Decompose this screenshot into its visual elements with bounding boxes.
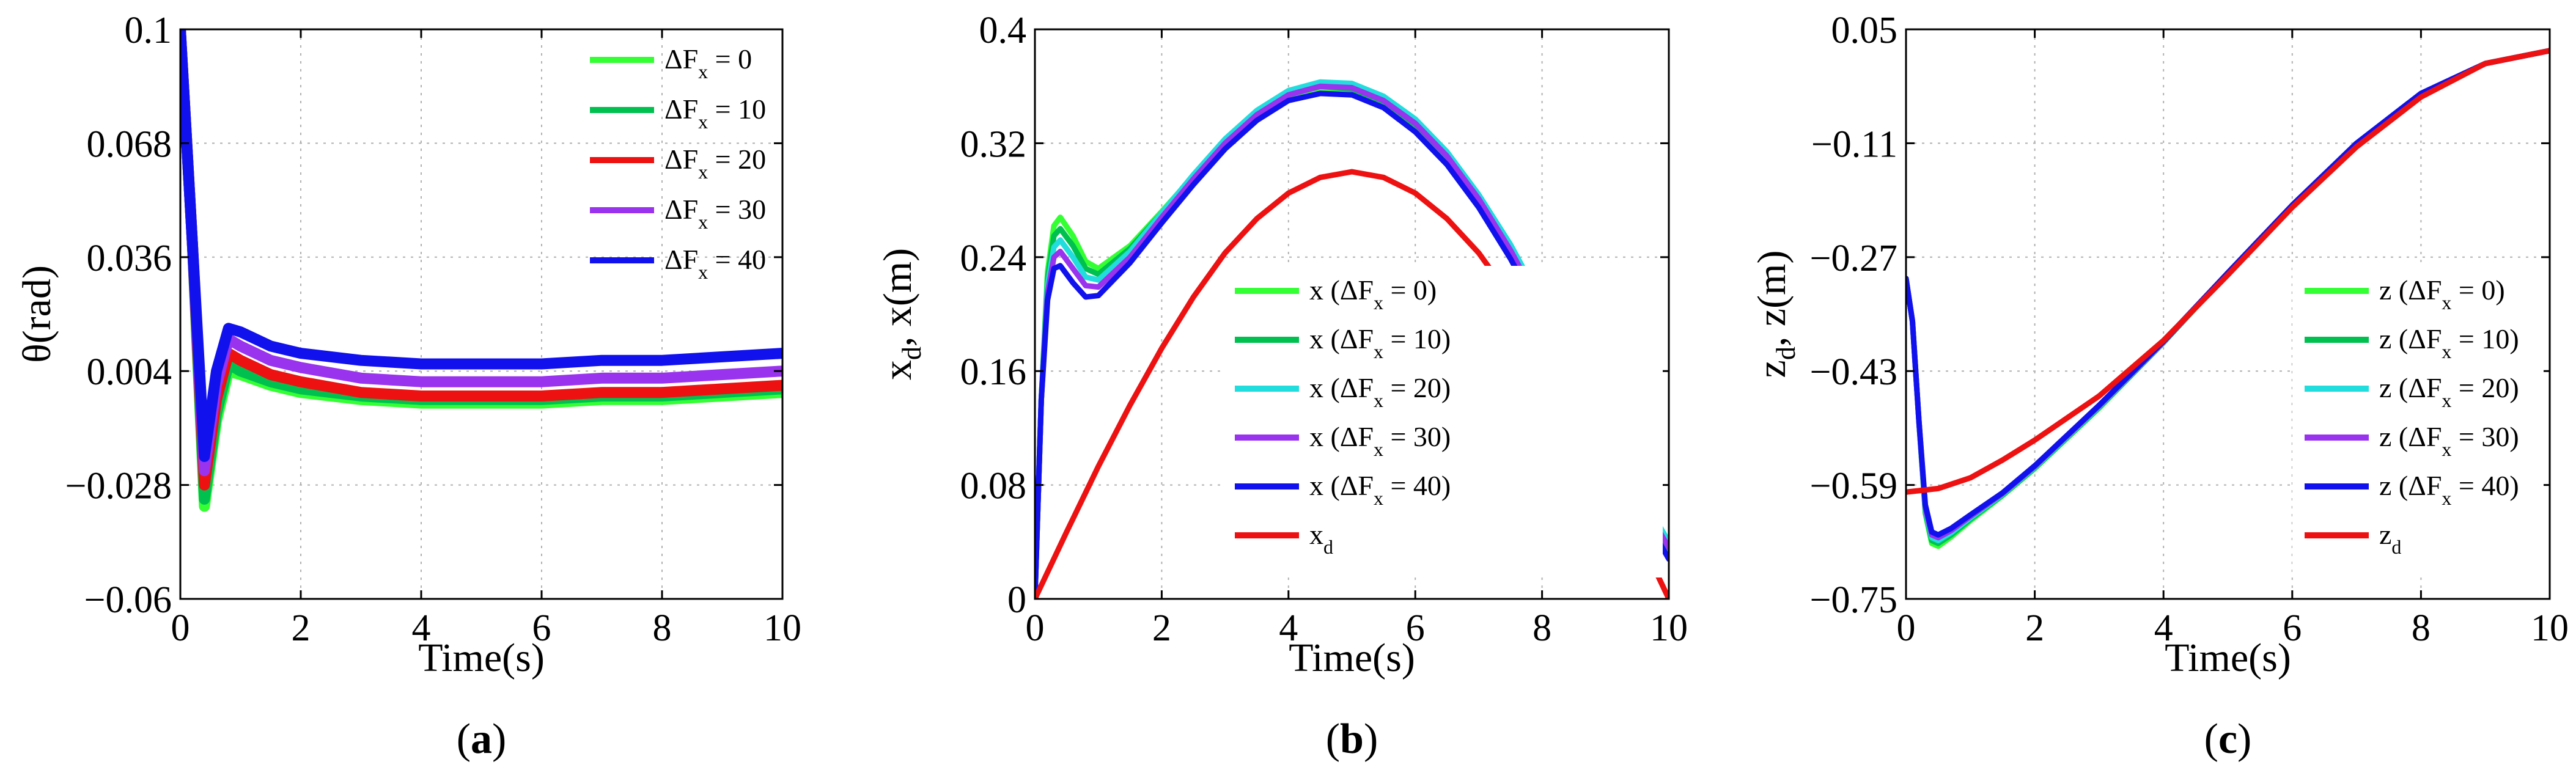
y-tick-label: 0.32 [960, 123, 1027, 165]
y-tick-label: 0 [1007, 579, 1026, 621]
x-tick-label: 10 [2531, 607, 2569, 649]
legend-entry-5: zd [2379, 519, 2401, 558]
y-axis-label: xd, x(m) [875, 248, 927, 380]
x-tick-label: 8 [1533, 607, 1551, 649]
y-tick-label: −0.11 [1811, 123, 1897, 165]
x-tick-label: 6 [1406, 607, 1425, 649]
y-tick-label: 0.24 [960, 238, 1027, 279]
axes-frame [1905, 28, 2551, 600]
x-tick-label: 4 [1279, 607, 1298, 649]
x-axis-label: Time(s) [1289, 636, 1415, 680]
legend-entry-2: z (ΔFx = 20) [2379, 372, 2519, 411]
legend-entry-3: z (ΔFx = 30) [2379, 421, 2519, 460]
legend-entry-4: x (ΔFx = 40) [1309, 470, 1451, 509]
x-tick-label: 2 [292, 607, 311, 649]
legend-entry-0: ΔFx = 0 [664, 43, 752, 82]
panel-caption: (b) [1326, 716, 1378, 763]
x-tick-label: 6 [2283, 607, 2302, 649]
panel-caption: (a) [457, 716, 507, 763]
y-tick-label: 0.4 [979, 10, 1027, 51]
y-axis-label: zd, z(m) [1750, 251, 1801, 378]
series-line-5 [1906, 48, 2550, 495]
y-tick-label: −0.06 [84, 579, 172, 621]
x-tick-label: 6 [532, 607, 551, 649]
legend-entry-3: ΔFx = 30 [664, 194, 766, 233]
series-line-4 [180, 29, 782, 462]
y-tick-label: 0.036 [87, 238, 172, 279]
legend: x (ΔFx = 0) x (ΔFx = 10) x (ΔFx = 20) x (ΔF… [1223, 266, 1663, 578]
series-group [180, 29, 782, 512]
legend-entry-1: ΔFx = 10 [664, 94, 766, 133]
series-group [1906, 48, 2550, 549]
y-tick-label: −0.75 [1810, 579, 1897, 621]
legend-entry-5: xd [1309, 519, 1333, 558]
x-tick-label: 2 [2025, 607, 2044, 649]
x-tick-label: 8 [653, 607, 672, 649]
x-axis-label: Time(s) [418, 636, 545, 680]
legend-entry-0: x (ΔFx = 0) [1309, 274, 1437, 314]
y-tick-label: −0.27 [1810, 238, 1897, 279]
y-tick-label: 0.05 [1831, 10, 1898, 51]
y-tick-label: 0.08 [960, 466, 1027, 507]
legend-entry-2: ΔFx = 20 [664, 144, 766, 183]
legend-background [2292, 266, 2544, 578]
y-tick-label: 0.1 [125, 10, 172, 51]
y-tick-label: −0.43 [1810, 351, 1897, 393]
x-tick-label: 0 [1026, 607, 1045, 649]
legend-entry-1: z (ΔFx = 10) [2379, 323, 2519, 362]
x-axis-label: Time(s) [2165, 636, 2291, 680]
legend: z (ΔFx = 0) z (ΔFx = 10) z (ΔFx = 20) z (ΔF… [2292, 266, 2544, 578]
legend-entry-0: z (ΔFx = 0) [2379, 274, 2505, 314]
legend-entry-4: z (ΔFx = 40) [2379, 470, 2519, 509]
legend-entry-2: x (ΔFx = 20) [1309, 372, 1451, 411]
chart-panel-b: 0 2 4 6 8 10 0 0.08 0.16 0.24 0.32 0.4 Time(s) xd, x(… [875, 10, 1688, 763]
y-tick-label: 0.16 [960, 351, 1027, 393]
chart-panel-a: 0 2 4 6 8 10 −0.06 −0.028 0.004 0.036 0.068 0.1 Time… [15, 10, 801, 763]
x-tick-label: 2 [1152, 607, 1171, 649]
x-tick-label: 8 [2412, 607, 2431, 649]
x-tick-label: 10 [764, 607, 801, 649]
legend-entry-3: x (ΔFx = 30) [1309, 421, 1451, 460]
legend-entry-4: ΔFx = 40 [664, 244, 766, 283]
y-tick-label: 0.068 [87, 123, 172, 165]
x-tick-label: 4 [2154, 607, 2173, 649]
legend-entry-1: x (ΔFx = 10) [1309, 323, 1451, 362]
legend-background [1223, 266, 1663, 578]
x-tick-label: 0 [1897, 607, 1916, 649]
legend: ΔFx = 0 ΔFx = 10 ΔFx = 20 ΔFx = 30 ΔFx = 40 [590, 43, 766, 283]
axes-frame [1034, 28, 1670, 600]
panel-caption: (c) [2204, 716, 2252, 763]
x-tick-label: 10 [1650, 607, 1688, 649]
chart-panel-c: 0 2 4 6 8 10 −0.75 −0.59 −0.43 −0.27 −0.11 0.05 Time… [1750, 10, 2569, 763]
x-tick-label: 0 [171, 607, 190, 649]
y-tick-label: −0.028 [65, 466, 172, 507]
y-tick-label: 0.004 [87, 351, 172, 393]
y-axis-label: θ(rad) [15, 265, 59, 363]
y-tick-label: −0.59 [1810, 466, 1897, 507]
axes-frame [179, 28, 784, 600]
x-tick-label: 4 [412, 607, 431, 649]
